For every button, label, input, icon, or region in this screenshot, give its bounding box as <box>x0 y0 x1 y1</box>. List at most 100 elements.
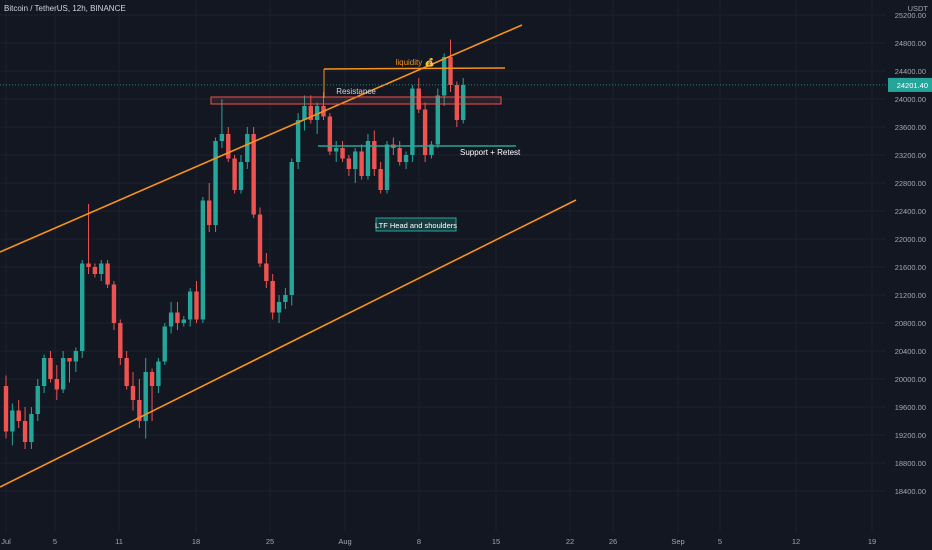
x-tick-label: 5 <box>718 537 722 546</box>
channel-lower-line <box>0 199 577 488</box>
x-tick-label: 15 <box>492 537 500 546</box>
candle <box>403 151 409 169</box>
candle-body <box>461 84 466 120</box>
candle <box>353 148 358 183</box>
candle <box>149 368 155 421</box>
liquidity-label: liquidity 💰 <box>396 57 435 67</box>
candle <box>181 316 186 327</box>
candle-body <box>359 151 364 176</box>
candle-body <box>99 263 104 274</box>
candle-body <box>334 148 339 152</box>
candle-body <box>435 95 440 145</box>
candle-body <box>448 57 453 85</box>
pattern-label-box <box>375 217 457 232</box>
candle <box>16 400 21 428</box>
candle <box>238 155 244 194</box>
candle-body <box>67 358 72 362</box>
x-tick-label: Aug <box>338 537 351 546</box>
y-tick-label: 22800.00 <box>895 179 926 188</box>
y-tick-label: 19200.00 <box>895 431 926 440</box>
candle <box>187 288 193 327</box>
candle <box>372 130 377 176</box>
y-tick-label: 25200.00 <box>895 11 926 20</box>
candle-body <box>289 162 294 295</box>
candle <box>162 323 167 365</box>
candle <box>99 260 104 281</box>
candle-body <box>80 263 85 351</box>
candle-body <box>200 200 206 320</box>
candle <box>73 347 79 372</box>
candle <box>346 155 352 176</box>
candle <box>111 281 117 330</box>
candle <box>41 354 47 393</box>
candle <box>35 379 40 421</box>
candle <box>264 253 269 288</box>
x-tick-label: 11 <box>115 537 123 546</box>
candle <box>461 78 466 124</box>
x-tick-label: 26 <box>609 537 617 546</box>
candle-body <box>226 134 231 159</box>
candle-body <box>251 134 256 215</box>
candle <box>92 263 98 278</box>
y-tick-label: 22000.00 <box>895 235 926 244</box>
candle-body <box>384 144 390 190</box>
candles <box>3 39 466 449</box>
candle-body <box>149 372 155 386</box>
candle <box>226 127 231 162</box>
candle <box>257 207 263 267</box>
candle-body <box>35 386 40 414</box>
candle <box>308 95 313 124</box>
candle-body <box>416 88 421 110</box>
resistance-zone <box>210 96 502 105</box>
y-tick-label: 21200.00 <box>895 291 926 300</box>
candle <box>118 319 123 365</box>
y-tick-label: 18400.00 <box>895 487 926 496</box>
candle-body <box>257 214 263 264</box>
candle-body <box>213 141 218 225</box>
currency-label: USDT <box>908 4 929 13</box>
candle-body <box>86 263 91 267</box>
candle-body <box>276 302 282 313</box>
candle <box>22 407 28 449</box>
candle-body <box>175 312 180 323</box>
time-axis[interactable]: Jul 5 11 18 25 Aug 8 15 22 26 Sep 5 12 19 <box>1 537 876 546</box>
candle <box>86 204 91 274</box>
x-tick-label: 12 <box>792 537 800 546</box>
candle <box>143 358 148 439</box>
candle-body <box>232 158 237 190</box>
candle <box>124 351 129 390</box>
candle <box>137 379 142 428</box>
candle-body <box>181 319 186 323</box>
candle-body <box>441 57 447 96</box>
candle-body <box>41 358 47 386</box>
candle-body <box>270 281 275 313</box>
candle-body <box>54 379 59 390</box>
candle <box>365 134 371 180</box>
candle-body <box>302 106 307 120</box>
candle <box>302 95 307 131</box>
price-axis[interactable]: 18400.00 18800.00 19200.00 19600.00 20000.00… <box>888 4 932 496</box>
candle <box>359 144 364 180</box>
candle-body <box>346 158 352 169</box>
candle-body <box>454 85 460 120</box>
y-tick-label: 21600.00 <box>895 263 926 272</box>
candle-body <box>143 372 148 421</box>
price-tag: 24201.40 <box>897 81 928 90</box>
candle-body <box>105 263 110 285</box>
candle-body <box>238 162 244 190</box>
candle <box>397 141 402 166</box>
candle <box>3 375 9 439</box>
price-tag-bg <box>888 77 932 92</box>
candle-body <box>3 386 9 432</box>
candle-body <box>124 358 129 386</box>
y-tick-label: 20400.00 <box>895 347 926 356</box>
candle-body <box>60 358 66 390</box>
candle-body <box>168 312 174 327</box>
candle-body <box>92 267 98 274</box>
x-tick-label: 5 <box>53 537 57 546</box>
y-tick-label: 23600.00 <box>895 123 926 132</box>
candle-body <box>410 88 415 155</box>
candle-body <box>130 386 136 400</box>
x-tick-label: 8 <box>417 537 421 546</box>
